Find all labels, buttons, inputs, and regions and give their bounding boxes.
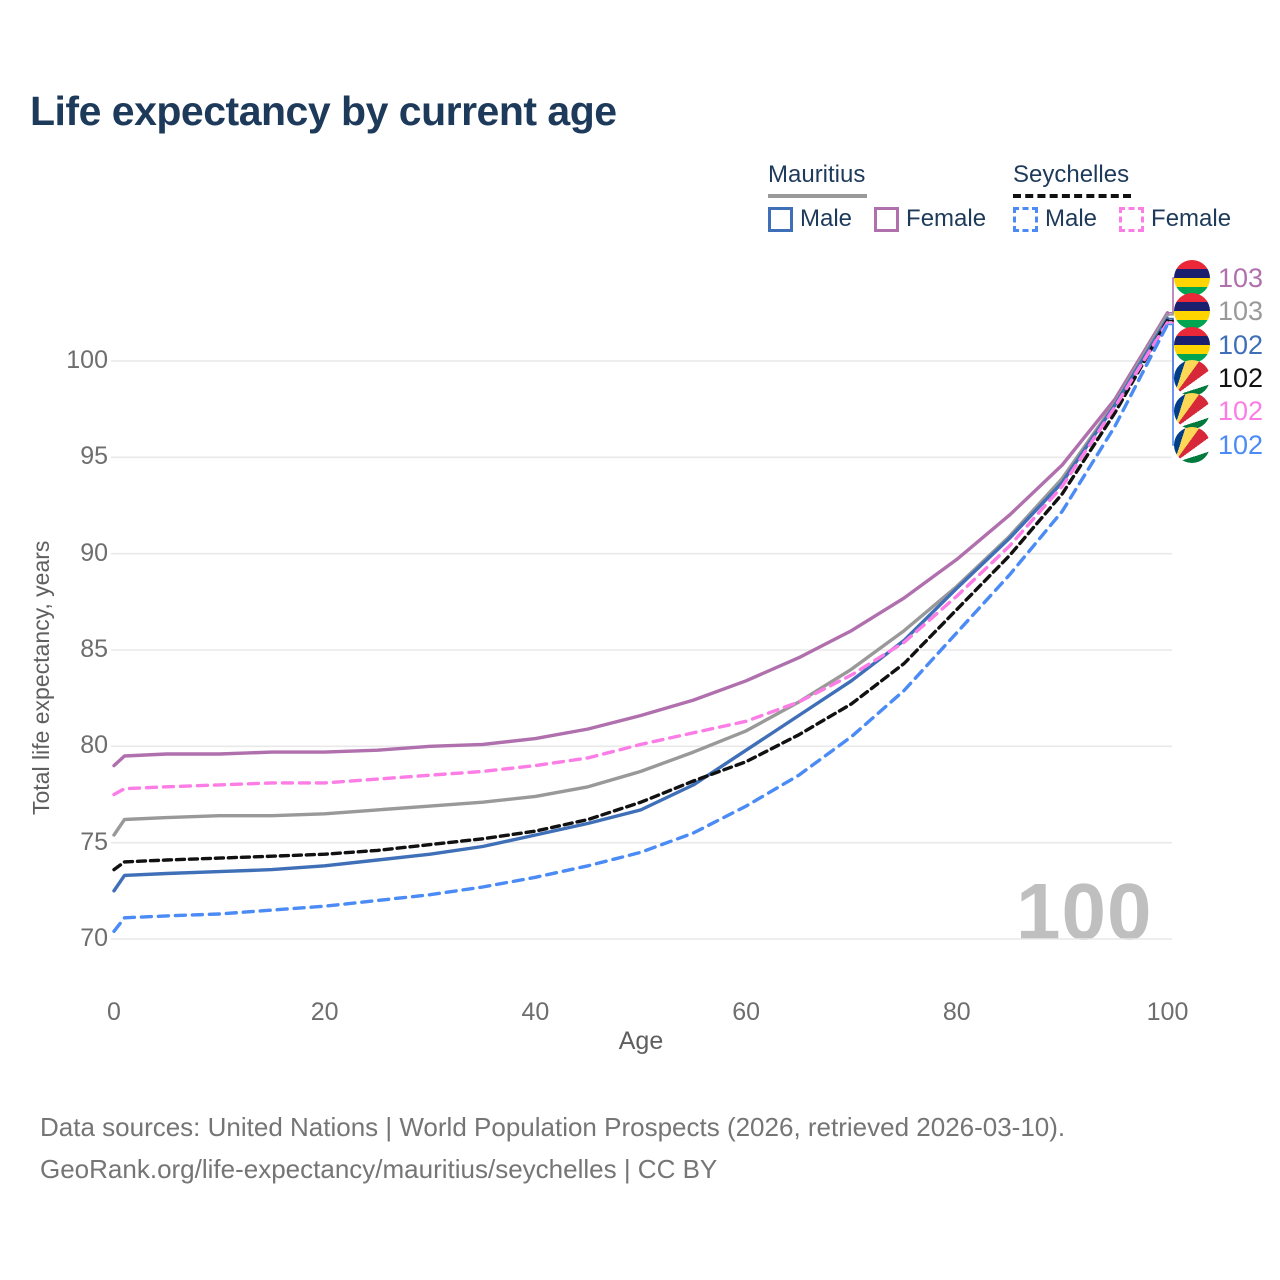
legend-item-mauritius-female[interactable]: Female bbox=[874, 205, 986, 233]
x-tick-label: 60 bbox=[732, 998, 760, 1026]
end-label-mauritius-male: 102 bbox=[1174, 327, 1263, 363]
legend-item-label: Female bbox=[906, 205, 987, 232]
data-sources-line: Data sources: United Nations | World Pop… bbox=[40, 1112, 1066, 1142]
end-value: 102 bbox=[1218, 395, 1264, 426]
series-line-mauritius-male[interactable] bbox=[112, 316, 1170, 893]
end-value: 102 bbox=[1218, 429, 1264, 460]
series-line-mauritius-female[interactable] bbox=[112, 311, 1170, 768]
legend-item-mauritius-male[interactable]: Male bbox=[768, 205, 852, 233]
x-tick-label: 0 bbox=[107, 998, 121, 1026]
end-label-seychelles-female: 102 bbox=[1174, 393, 1263, 429]
mauritius-flag-icon bbox=[1174, 293, 1210, 329]
legend-group-seychelles: Seychelles Male Female bbox=[1013, 161, 1231, 233]
series-line-seychelles-total[interactable] bbox=[112, 318, 1170, 872]
seychelles-flag-icon bbox=[1174, 427, 1210, 463]
end-value: 103 bbox=[1218, 262, 1264, 293]
mauritius-flag-icon bbox=[1174, 327, 1210, 363]
legend-item-seychelles-female[interactable]: Female bbox=[1119, 205, 1231, 233]
legend-country-mauritius[interactable]: Mauritius bbox=[768, 161, 868, 198]
mauritius-flag-icon bbox=[1174, 260, 1210, 296]
legend-row-seychelles: Male Female bbox=[1013, 205, 1231, 233]
x-tick-label: 80 bbox=[942, 998, 971, 1026]
end-label-mauritius-female: 103 bbox=[1174, 260, 1263, 296]
end-label-seychelles-total: 102 bbox=[1174, 360, 1263, 396]
seychelles-flag-icon bbox=[1174, 393, 1210, 429]
end-value: 102 bbox=[1218, 362, 1264, 393]
y-tick-label: 95 bbox=[80, 442, 108, 471]
end-value: 103 bbox=[1218, 295, 1264, 326]
series-line-seychelles-male[interactable] bbox=[112, 322, 1170, 933]
legend-item-label: Male bbox=[1045, 205, 1098, 232]
legend-country-seychelles[interactable]: Seychelles bbox=[1013, 161, 1132, 198]
seychelles-female-swatch bbox=[1119, 206, 1145, 232]
legend-row-mauritius: Male Female bbox=[768, 205, 986, 233]
x-tick-label: 100 bbox=[1146, 998, 1189, 1026]
end-label-mauritius-total: 103 bbox=[1174, 293, 1263, 329]
y-tick-label: 85 bbox=[80, 635, 108, 663]
seychelles-male-swatch bbox=[1013, 206, 1038, 232]
age-watermark: 100 bbox=[1016, 867, 1153, 956]
end-label-seychelles-male: 102 bbox=[1174, 427, 1263, 463]
legend-group-mauritius: Mauritius Male Female bbox=[768, 161, 986, 233]
y-tick-label: 80 bbox=[80, 731, 108, 760]
source-attribution: Data sources: United Nations | World Pop… bbox=[40, 1106, 1065, 1190]
series-line-seychelles-female[interactable] bbox=[112, 320, 1170, 797]
x-tick-label: 40 bbox=[521, 998, 550, 1026]
page-title: Life expectancy by current age bbox=[30, 88, 617, 134]
y-tick-label: 90 bbox=[80, 538, 108, 567]
y-tick-label: 75 bbox=[80, 827, 108, 856]
end-value: 102 bbox=[1218, 329, 1264, 360]
x-tick-label: 20 bbox=[310, 998, 339, 1026]
license-line: GeoRank.org/life-expectancy/mauritius/se… bbox=[40, 1154, 718, 1184]
x-axis-title: Age bbox=[618, 1027, 664, 1055]
seychelles-flag-icon bbox=[1174, 360, 1210, 396]
legend-item-label: Male bbox=[800, 205, 853, 232]
mauritius-male-swatch bbox=[768, 206, 793, 232]
y-tick-label: 70 bbox=[80, 924, 108, 952]
legend-item-label: Female bbox=[1151, 205, 1232, 232]
y-tick-label: 100 bbox=[66, 346, 108, 374]
mauritius-female-swatch bbox=[874, 206, 900, 232]
legend-item-seychelles-male[interactable]: Male bbox=[1013, 205, 1097, 233]
